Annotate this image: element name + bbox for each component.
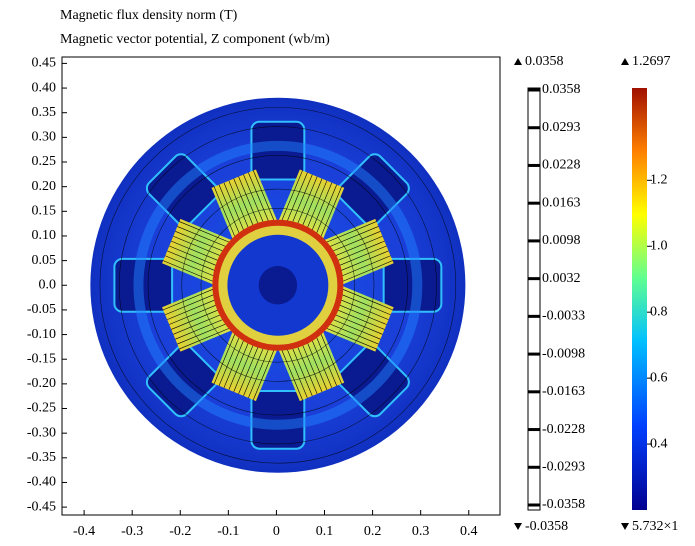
color-min: 5.732×1: [632, 519, 678, 534]
color-tick-label: 0.4: [650, 436, 668, 451]
color-tick-label: 0.8: [650, 304, 668, 319]
x-tick-label: -0.1: [217, 524, 239, 539]
color-tick-label: 1.2: [650, 173, 668, 188]
y-tick-label: -0.40: [27, 475, 56, 490]
contour-level-label: 0.0293: [542, 120, 581, 135]
contour-level-label: 0.0358: [542, 82, 581, 97]
contour-level-label: -0.0098: [542, 346, 585, 361]
contour-level-label: 0.0163: [542, 195, 581, 210]
x-tick-label: 0.4: [460, 524, 478, 539]
contour-level-label: -0.0293: [542, 459, 585, 474]
y-tick-label: -0.05: [27, 302, 56, 317]
y-tick-label: -0.30: [27, 425, 56, 440]
x-tick-label: -0.4: [73, 524, 95, 539]
cmax-marker: [621, 58, 629, 65]
y-tick-label: 0.30: [32, 130, 57, 145]
x-tick-label: -0.2: [169, 524, 191, 539]
max-marker: [514, 58, 522, 65]
contour-level-label: 0.0098: [542, 233, 581, 248]
y-tick-label: -0.45: [27, 499, 56, 514]
y-tick-label: 0.40: [32, 80, 57, 95]
y-tick-label: 0.10: [32, 228, 57, 243]
y-tick-label: 0.20: [32, 179, 57, 194]
y-tick-label: 0.35: [32, 105, 57, 120]
contour-min: -0.0358: [525, 519, 568, 534]
contour-level-label: 0.0032: [542, 271, 581, 286]
y-tick-label: 0.0: [39, 277, 57, 292]
y-tick-label: -0.10: [27, 327, 56, 342]
x-tick-label: 0.3: [412, 524, 430, 539]
y-tick-label: -0.15: [27, 351, 56, 366]
contour-level-label: -0.0033: [542, 309, 585, 324]
y-tick-label: -0.25: [27, 401, 56, 416]
field-plot: [90, 98, 465, 473]
y-tick-label: 0.45: [32, 56, 57, 71]
chart-title: Magnetic flux density norm (T): [60, 8, 238, 23]
cmin-marker: [621, 523, 629, 530]
chart-subtitle: Magnetic vector potential, Z component (…: [60, 32, 330, 47]
contour-level-label: -0.0163: [542, 384, 585, 399]
contour-max: 0.0358: [525, 54, 564, 69]
contour-level-label: 0.0228: [542, 158, 581, 173]
x-tick-label: 0.2: [364, 524, 382, 539]
contour-level-label: -0.0228: [542, 422, 585, 437]
y-tick-label: -0.20: [27, 376, 56, 391]
y-tick-label: -0.35: [27, 450, 56, 465]
rotor-center: [259, 266, 297, 304]
x-tick-label: -0.3: [121, 524, 143, 539]
color-tick-label: 0.6: [650, 370, 668, 385]
min-marker: [514, 523, 522, 530]
color-tick-label: 1.0: [650, 238, 668, 253]
color-max: 1.2697: [632, 54, 671, 69]
y-tick-label: 0.05: [32, 253, 57, 268]
contour-level-label: -0.0358: [542, 497, 585, 512]
y-tick-label: 0.25: [32, 154, 57, 169]
y-tick-label: 0.15: [32, 204, 57, 219]
chart: Magnetic flux density norm (T) Magnetic …: [0, 0, 695, 546]
x-tick-label: 0: [273, 524, 280, 539]
x-tick-label: 0.1: [316, 524, 334, 539]
color-bar: [632, 88, 647, 510]
contour-legend: [528, 88, 540, 510]
